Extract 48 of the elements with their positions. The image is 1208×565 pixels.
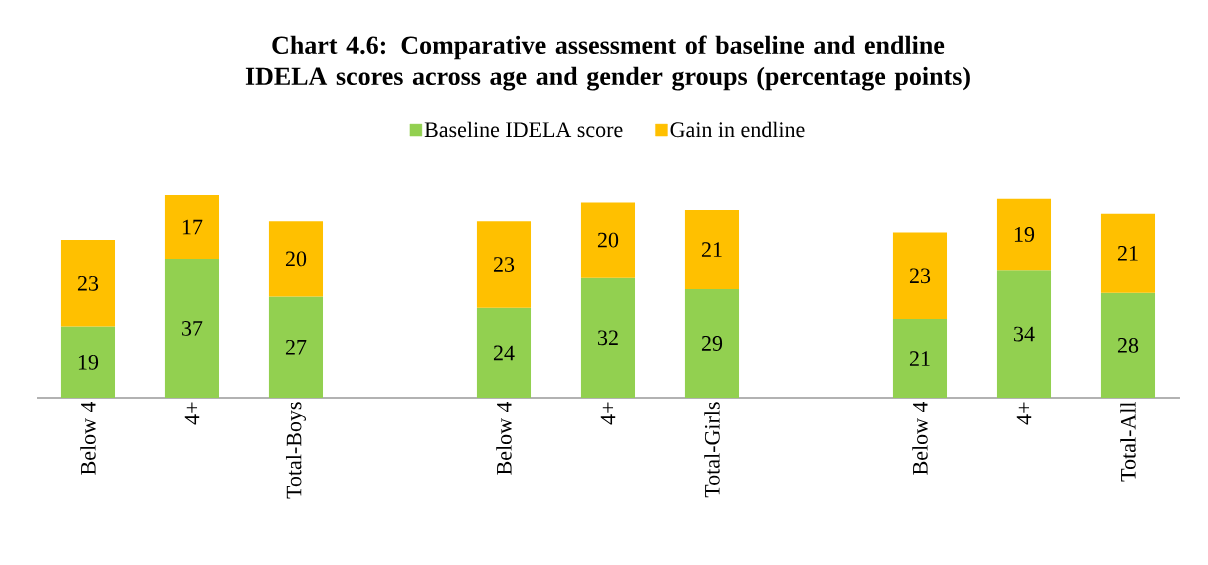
data-label: 20 (285, 251, 307, 267)
x-tick-label: Below 4 (496, 401, 512, 475)
chart-title: Chart 4.6: Comparative assessment of baseline and endline IDELA scores across age and gender groups (percentage points) (245, 35, 970, 91)
data-label: 23 (77, 275, 99, 291)
bar (892, 232, 948, 320)
x-tick-label: Total-All (1120, 401, 1136, 482)
data-label: 19 (78, 354, 99, 370)
data-label: 34 (1014, 326, 1035, 342)
data-label: 28 (1117, 337, 1139, 353)
bar (996, 198, 1052, 271)
legend-label: Baseline IDELA score (424, 121, 623, 138)
bar (268, 296, 324, 398)
bar (476, 221, 532, 308)
data-label: 37 (182, 321, 203, 336)
data-label: 23 (493, 257, 515, 272)
x-tick-label: Below 4 (80, 401, 96, 475)
bar (580, 202, 636, 278)
bar (476, 307, 532, 398)
data-label: 17 (182, 219, 203, 235)
bar (268, 221, 324, 297)
bar (60, 240, 116, 327)
data-label: 24 (493, 345, 515, 361)
x-tick-label: 4+ (184, 402, 200, 425)
bar (684, 210, 740, 289)
bar (892, 319, 948, 398)
x-tick-label: 4+ (600, 402, 616, 425)
bar (1100, 292, 1156, 398)
x-tick-label: Total-Girls (704, 402, 720, 498)
data-label: 21 (701, 242, 722, 257)
legend-label: Gain in endline (670, 121, 805, 138)
data-label: 21 (1117, 245, 1138, 261)
data-label: 20 (597, 232, 619, 248)
data-label: 29 (701, 336, 723, 351)
data-label: 27 (285, 339, 307, 355)
bar (684, 288, 740, 398)
bar (996, 270, 1052, 398)
x-tick-label: Below 4 (912, 401, 928, 475)
bar (164, 195, 220, 259)
bar (60, 326, 116, 398)
data-label: 23 (909, 268, 931, 284)
data-label: 32 (598, 330, 618, 346)
data-label: 21 (909, 351, 930, 366)
x-tick-label: Total-Boys (285, 402, 306, 499)
data-label: 19 (1014, 227, 1035, 242)
bar (580, 277, 636, 398)
x-tick-label: 4+ (1016, 402, 1032, 425)
bar (1100, 213, 1156, 293)
bar (164, 258, 220, 398)
